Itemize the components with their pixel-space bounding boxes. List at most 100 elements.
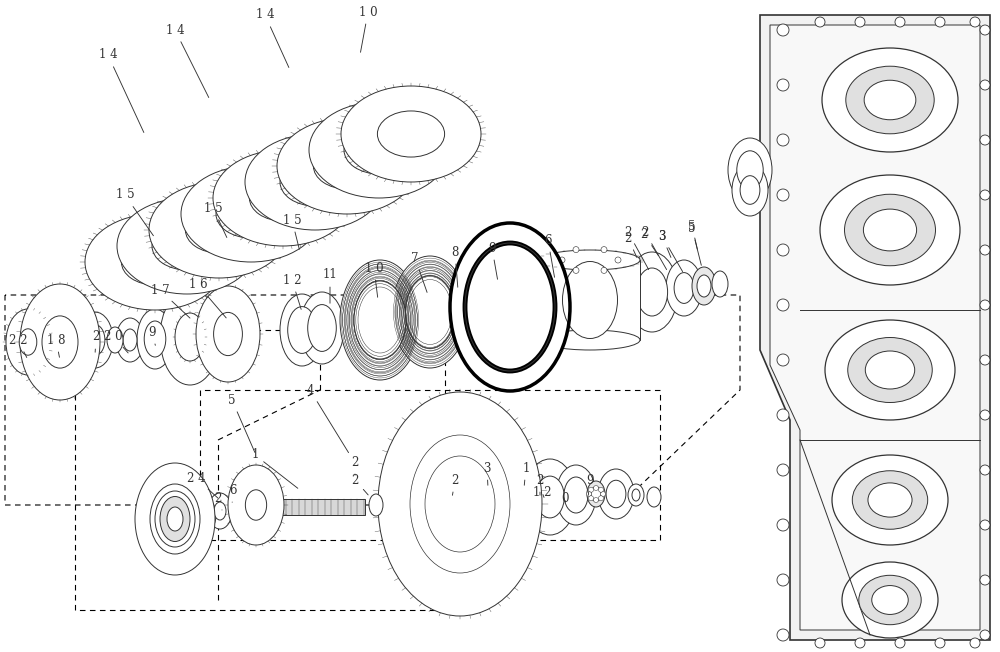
- Ellipse shape: [196, 499, 216, 531]
- Text: 1 4: 1 4: [166, 23, 209, 98]
- Ellipse shape: [674, 273, 694, 303]
- Circle shape: [573, 246, 579, 252]
- Ellipse shape: [859, 575, 921, 625]
- Ellipse shape: [822, 48, 958, 152]
- Ellipse shape: [300, 292, 344, 364]
- Ellipse shape: [848, 338, 932, 402]
- Text: 5: 5: [228, 394, 255, 452]
- Text: 2: 2: [624, 231, 637, 258]
- Text: 4: 4: [306, 383, 349, 452]
- Text: 1 2: 1 2: [283, 273, 301, 309]
- Ellipse shape: [308, 304, 336, 351]
- Ellipse shape: [277, 118, 417, 214]
- Ellipse shape: [344, 126, 414, 174]
- Circle shape: [777, 409, 789, 421]
- Text: 1: 1: [251, 449, 298, 488]
- Circle shape: [573, 267, 579, 273]
- Text: 2: 2: [92, 331, 100, 352]
- Circle shape: [980, 80, 990, 90]
- Circle shape: [815, 638, 825, 648]
- Ellipse shape: [228, 465, 284, 545]
- Ellipse shape: [121, 239, 189, 285]
- Ellipse shape: [626, 252, 678, 332]
- Ellipse shape: [85, 325, 105, 355]
- Ellipse shape: [865, 351, 915, 389]
- Circle shape: [980, 520, 990, 530]
- Text: 9: 9: [586, 473, 594, 496]
- Ellipse shape: [842, 562, 938, 638]
- Circle shape: [980, 575, 990, 585]
- Circle shape: [600, 492, 606, 497]
- Ellipse shape: [77, 312, 113, 368]
- Circle shape: [895, 638, 905, 648]
- Text: 5: 5: [688, 220, 697, 249]
- Circle shape: [855, 17, 865, 27]
- Ellipse shape: [666, 260, 702, 316]
- Circle shape: [777, 519, 789, 531]
- Ellipse shape: [160, 289, 220, 385]
- Ellipse shape: [377, 111, 445, 157]
- Circle shape: [601, 267, 607, 273]
- Text: 6: 6: [229, 484, 237, 502]
- Ellipse shape: [737, 151, 763, 189]
- Ellipse shape: [185, 207, 253, 253]
- Circle shape: [980, 135, 990, 145]
- Ellipse shape: [200, 506, 212, 524]
- Circle shape: [777, 464, 789, 476]
- Polygon shape: [540, 260, 640, 340]
- Ellipse shape: [450, 223, 570, 391]
- Ellipse shape: [410, 435, 510, 573]
- Ellipse shape: [556, 465, 596, 525]
- Ellipse shape: [214, 312, 242, 355]
- Circle shape: [980, 355, 990, 365]
- Ellipse shape: [167, 507, 183, 531]
- Circle shape: [601, 246, 607, 252]
- Ellipse shape: [606, 481, 626, 508]
- Text: 7: 7: [411, 252, 427, 292]
- Ellipse shape: [378, 392, 542, 616]
- Ellipse shape: [181, 166, 321, 262]
- Ellipse shape: [844, 194, 936, 266]
- Text: 1 7: 1 7: [151, 284, 190, 318]
- Text: 8: 8: [451, 246, 459, 288]
- Text: 3: 3: [483, 462, 491, 485]
- Circle shape: [935, 638, 945, 648]
- Ellipse shape: [149, 182, 289, 278]
- Ellipse shape: [245, 490, 267, 520]
- Text: 1 5: 1 5: [283, 213, 301, 249]
- Ellipse shape: [405, 276, 455, 348]
- Ellipse shape: [369, 494, 383, 516]
- Circle shape: [777, 354, 789, 366]
- Ellipse shape: [341, 86, 481, 182]
- Ellipse shape: [85, 214, 225, 310]
- Circle shape: [980, 245, 990, 255]
- Ellipse shape: [740, 175, 760, 204]
- Ellipse shape: [846, 67, 934, 134]
- Ellipse shape: [144, 321, 166, 357]
- Ellipse shape: [160, 497, 190, 542]
- Text: 1 5: 1 5: [204, 201, 227, 237]
- Ellipse shape: [628, 484, 644, 506]
- Text: 11: 11: [323, 269, 337, 303]
- Circle shape: [777, 79, 789, 91]
- Circle shape: [598, 496, 603, 501]
- Circle shape: [970, 17, 980, 27]
- Ellipse shape: [280, 158, 350, 206]
- Ellipse shape: [419, 448, 501, 560]
- Ellipse shape: [536, 476, 564, 518]
- Ellipse shape: [425, 456, 495, 552]
- Ellipse shape: [196, 286, 260, 382]
- Ellipse shape: [732, 164, 768, 216]
- Circle shape: [594, 486, 598, 490]
- Ellipse shape: [863, 209, 917, 251]
- Ellipse shape: [587, 481, 605, 507]
- Text: 0: 0: [561, 492, 569, 505]
- Text: 2 2: 2 2: [9, 334, 27, 357]
- Circle shape: [589, 487, 594, 492]
- Ellipse shape: [636, 268, 668, 316]
- Circle shape: [777, 629, 789, 641]
- Circle shape: [777, 299, 789, 311]
- Ellipse shape: [540, 330, 640, 350]
- Ellipse shape: [249, 175, 317, 221]
- Text: 6: 6: [544, 233, 555, 277]
